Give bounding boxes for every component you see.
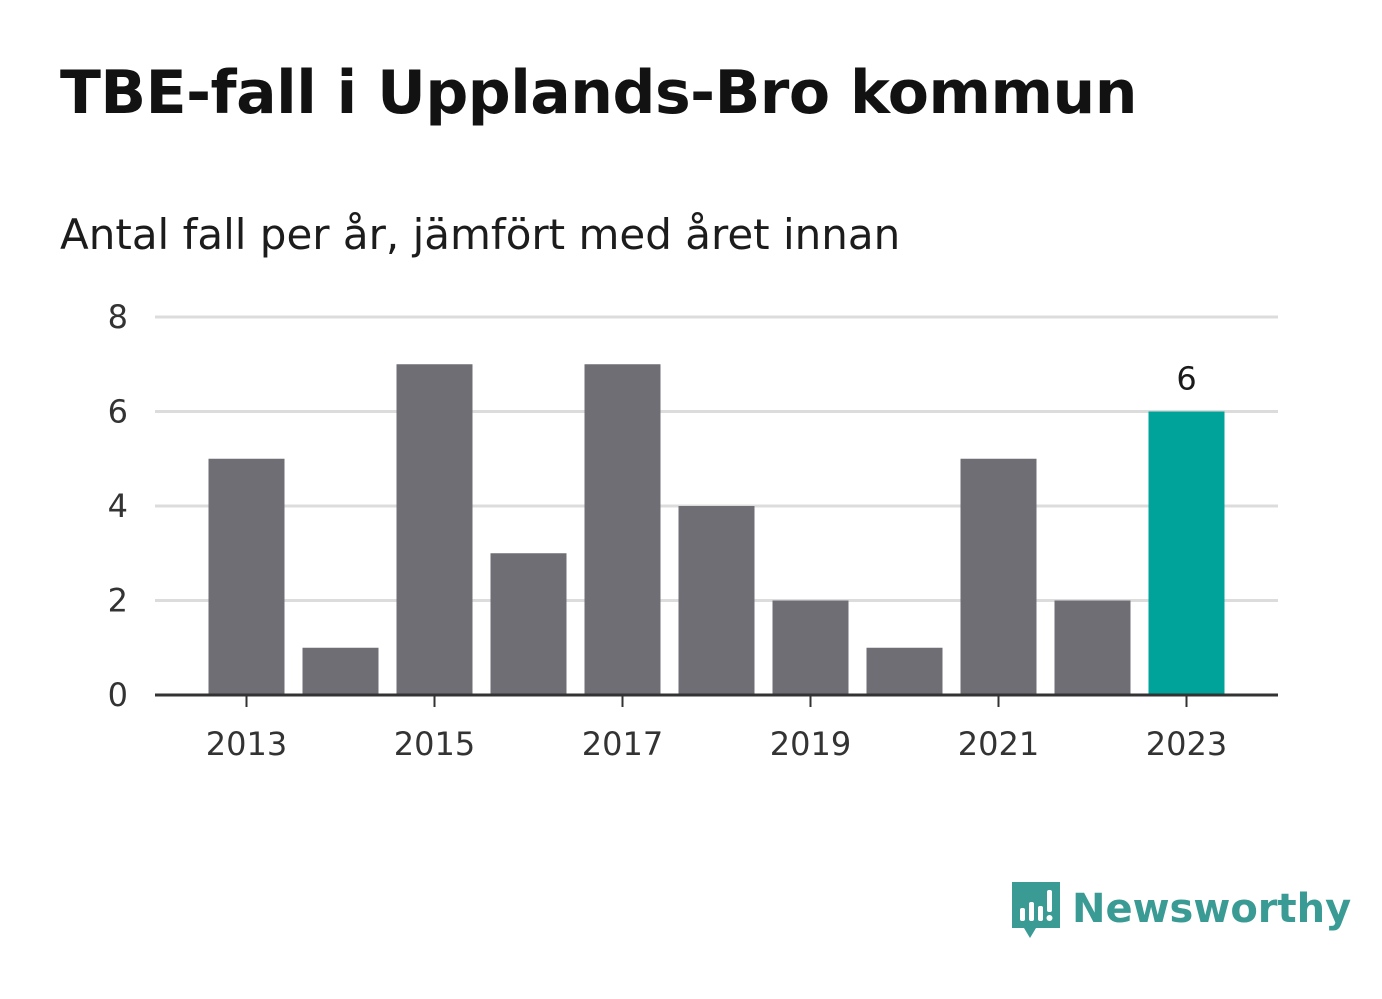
bar-2022 [1054,600,1131,695]
chart-subtitle: Antal fall per år, jämfört med året inna… [60,210,901,259]
x-tick-label: 2017 [582,725,663,763]
brand-logo: Newsworthy [1010,878,1351,940]
x-tick-label: 2013 [206,725,287,763]
bar-2014 [302,647,379,695]
bar-2019 [772,600,849,695]
y-axis-ticks: 0 2 4 6 8 [108,298,128,714]
x-tick-label: 2019 [770,725,851,763]
bar-2020 [866,647,943,695]
y-tick-label: 0 [108,676,128,714]
x-tick-label: 2015 [394,725,475,763]
y-tick-label: 4 [108,487,128,525]
x-tick-label: 2021 [958,725,1039,763]
y-tick-label: 2 [108,582,128,620]
chart-title: TBE-fall i Upplands-Bro kommun [60,58,1137,128]
newsworthy-logo-icon [1012,882,1060,938]
bar-2023 [1148,411,1225,695]
bar-2015 [396,364,473,695]
bar-2021 [960,458,1037,695]
x-tick-label: 2023 [1146,725,1227,763]
bar-2016 [490,553,567,695]
bar-2017 [584,364,661,695]
bars [208,364,1225,695]
bar-2013 [208,458,285,695]
brand-name: Newsworthy [1072,886,1352,932]
y-tick-label: 8 [108,298,128,336]
y-tick-label: 6 [108,393,128,431]
bar-2018 [678,506,755,695]
data-labels: 6 [1176,360,1196,398]
x-axis-ticks: 2013 2015 2017 2019 2021 2023 [206,695,1227,763]
data-label: 6 [1176,360,1196,398]
